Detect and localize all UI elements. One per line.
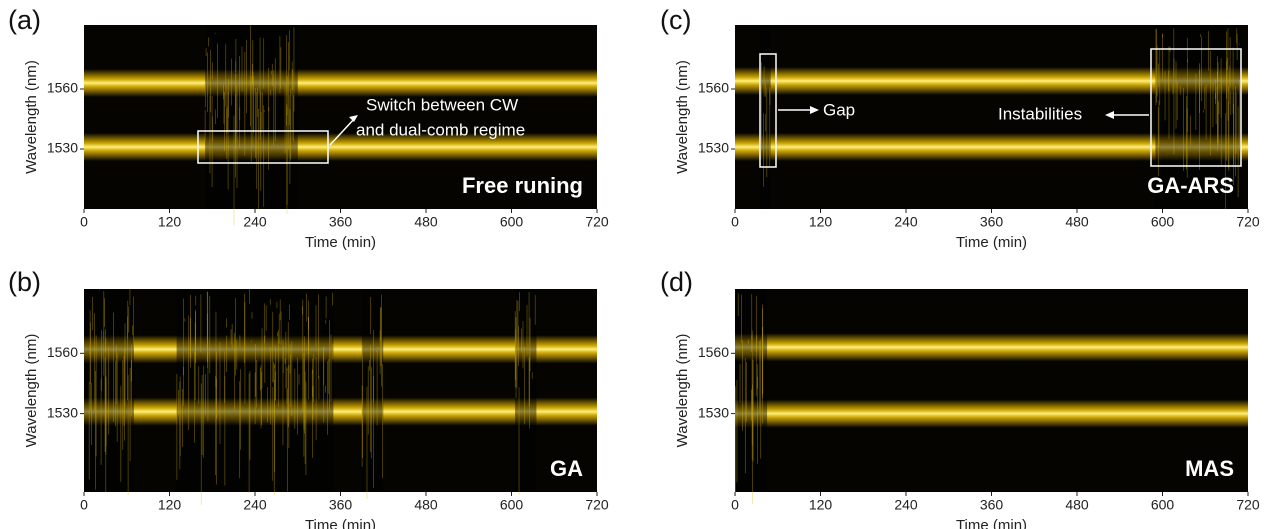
y-tick-label: 1530 [47, 140, 78, 156]
arrow-head [810, 106, 819, 114]
spectral-band [735, 67, 1248, 95]
annotations: Switch between CW and dual-comb regime G… [197, 48, 1242, 168]
annotation: Switch between CW [366, 95, 518, 114]
x-axis-label: Time (min) [956, 234, 1027, 251]
y-tick-label: 1560 [698, 80, 729, 96]
x-tick-label: 480 [1065, 497, 1089, 513]
x-tick-label: 120 [158, 497, 182, 513]
panel: 0 120 240 360 480 600 720 1530 1560 Time (min) Wav… [660, 5, 1260, 251]
x-axis-label: Time (min) [956, 517, 1027, 529]
highlight-box [1150, 48, 1242, 167]
x-tick-label: 240 [894, 497, 918, 513]
plot-area [84, 289, 597, 492]
unstable-region [759, 25, 771, 209]
panel-label: (c) [660, 5, 691, 35]
highlight-box [759, 53, 777, 168]
y-axis-label: Wavelength (nm) [674, 334, 691, 448]
panel: 0 120 240 360 480 600 720 1530 1560 Time (min) Wav… [8, 267, 609, 529]
x-tick-label: 120 [809, 497, 833, 513]
y-tick-label: 1530 [47, 404, 78, 420]
annotation: Gap [823, 100, 855, 119]
x-tick-label: 720 [585, 214, 609, 230]
y-tick-label: 1560 [47, 80, 78, 96]
unstable-region [176, 289, 334, 492]
x-tick-label: 240 [894, 214, 918, 230]
arrow-head [349, 115, 358, 122]
panel-label: (a) [8, 5, 41, 35]
panel-title: MAS [1185, 456, 1234, 481]
panel-title: Free runing [462, 173, 583, 198]
y-tick-label: 1560 [47, 344, 78, 360]
x-tick-label: 360 [329, 214, 353, 230]
x-axis-label: Time (min) [305, 234, 376, 251]
y-tick-label: 1560 [698, 344, 729, 360]
spectral-band [84, 397, 597, 426]
panels: 0 120 240 360 480 600 720 1530 1560 Time (min) Wav… [8, 5, 1260, 529]
x-tick-label: 480 [414, 497, 438, 513]
x-tick-label: 720 [1236, 214, 1260, 230]
x-tick-label: 600 [500, 214, 524, 230]
x-tick-label: 0 [80, 497, 88, 513]
plot-area [84, 25, 597, 209]
annotation: Instabilities [998, 104, 1082, 123]
x-tick-label: 360 [329, 497, 353, 513]
plot-area [735, 289, 1248, 492]
x-tick-label: 480 [1065, 214, 1089, 230]
spectral-band [84, 69, 597, 97]
panel-title: GA-ARS [1147, 173, 1234, 198]
spectral-band [735, 399, 1248, 428]
unstable-region [84, 289, 134, 492]
x-tick-label: 360 [980, 497, 1004, 513]
highlight-box [197, 130, 329, 164]
spectral-band [735, 133, 1248, 161]
x-tick-label: 240 [243, 497, 267, 513]
plot-area [735, 25, 1248, 209]
arrow [329, 117, 356, 146]
spectral-band [84, 133, 597, 161]
y-axis-label: Wavelength (nm) [674, 60, 691, 174]
x-axis-label: Time (min) [305, 517, 376, 529]
x-tick-label: 720 [1236, 497, 1260, 513]
y-axis-label: Wavelength (nm) [23, 334, 40, 448]
spectral-band [84, 335, 597, 364]
x-tick-label: 600 [1151, 214, 1175, 230]
spectral-band [735, 333, 1248, 362]
y-tick-label: 1530 [698, 140, 729, 156]
x-tick-label: 720 [585, 497, 609, 513]
unstable-region [735, 289, 768, 492]
unstable-region [1155, 25, 1241, 209]
y-axis-label: Wavelength (nm) [23, 60, 40, 174]
x-tick-label: 240 [243, 214, 267, 230]
panel-label: (b) [8, 267, 41, 297]
x-tick-label: 600 [1151, 497, 1175, 513]
arrow-head [1105, 111, 1114, 119]
x-tick-label: 120 [158, 214, 182, 230]
panel-label: (d) [660, 267, 693, 297]
x-tick-label: 120 [809, 214, 833, 230]
panel: 0 120 240 360 480 600 720 1530 1560 Time (min) Wav… [8, 5, 609, 251]
unstable-region [515, 289, 537, 492]
unstable-region [361, 289, 384, 492]
x-tick-label: 480 [414, 214, 438, 230]
x-tick-label: 600 [500, 497, 524, 513]
y-tick-label: 1530 [698, 404, 729, 420]
unstable-region [205, 25, 298, 209]
x-tick-label: 0 [731, 214, 739, 230]
panel: 0 120 240 360 480 600 720 1530 1560 Time (min) Wav… [660, 267, 1260, 529]
x-tick-label: 0 [731, 497, 739, 513]
annotation: and dual-comb regime [356, 120, 525, 139]
panel-title: GA [550, 456, 583, 481]
x-tick-label: 0 [80, 214, 88, 230]
x-tick-label: 360 [980, 214, 1004, 230]
